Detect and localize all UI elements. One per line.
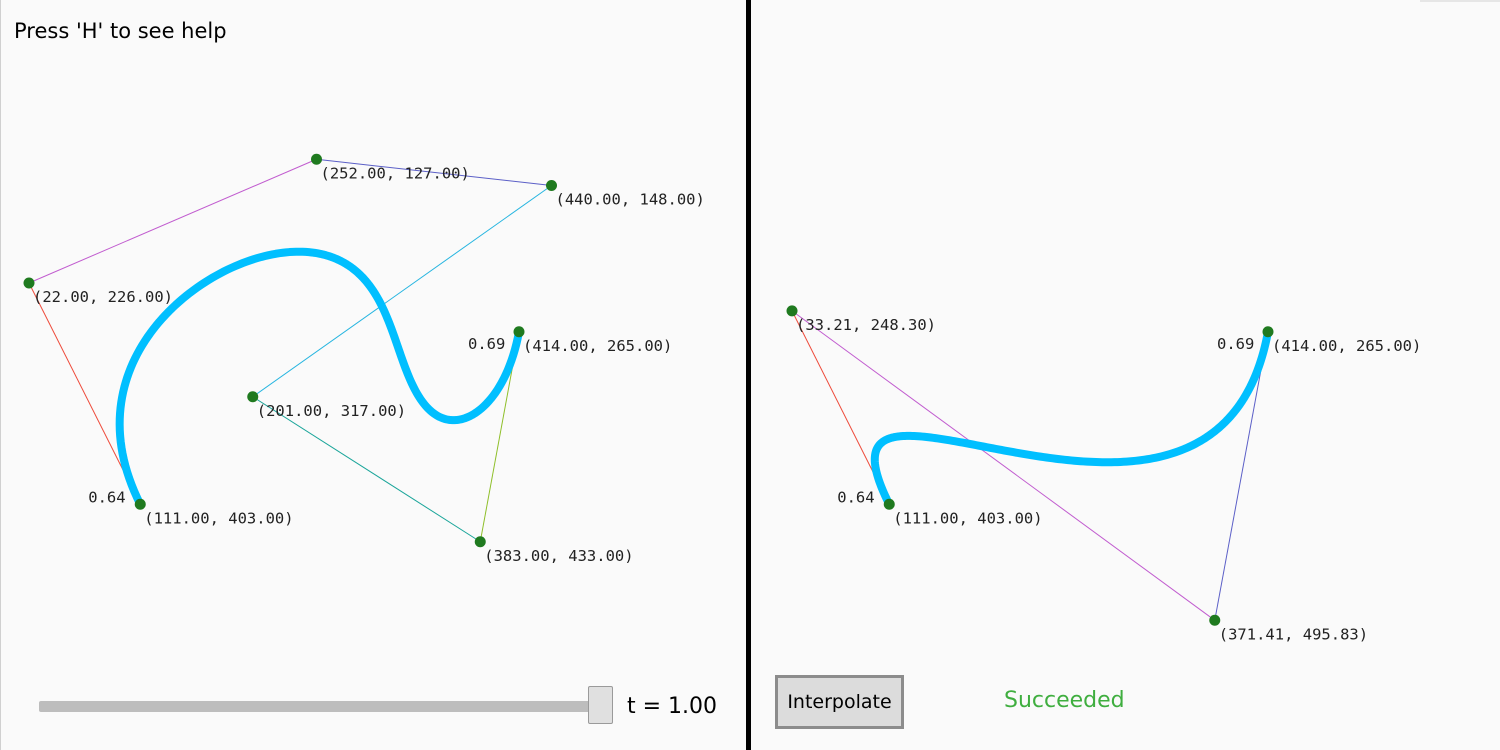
- left-bezier-canvas[interactable]: (111.00, 403.00) (22.00, 226.00) (252.00, …: [1, 0, 747, 680]
- control-point-label: (111.00, 403.00): [893, 509, 1042, 527]
- control-point-label: (111.00, 403.00): [144, 509, 293, 527]
- t-slider-handle[interactable]: [588, 686, 613, 724]
- control-point-4[interactable]: [247, 391, 259, 403]
- control-point-5[interactable]: [474, 536, 486, 548]
- control-point-2[interactable]: [1209, 614, 1221, 626]
- control-point-label: (22.00, 226.00): [33, 288, 173, 306]
- control-point-1[interactable]: [23, 277, 35, 289]
- control-point-label: (440.00, 148.00): [556, 191, 705, 209]
- control-point-2[interactable]: [311, 153, 322, 165]
- control-point-label: (383.00, 433.00): [484, 547, 633, 565]
- start-param-label: 0.64: [88, 488, 125, 506]
- panel-divider: [746, 0, 751, 750]
- control-point-3[interactable]: [1262, 326, 1274, 338]
- t-value-label: t = 1.00: [627, 694, 718, 719]
- start-param-label: 0.64: [837, 488, 874, 506]
- left-canvas-panel[interactable]: Press 'H' to see help (111.00, 403.00) (2…: [0, 0, 747, 750]
- segment-teal: [252, 396, 481, 543]
- control-point-label: (414.00, 265.00): [523, 337, 672, 355]
- status-text: Succeeded: [1004, 688, 1125, 713]
- bezier-curve: [870, 327, 1272, 509]
- control-point-label: (201.00, 317.00): [257, 402, 406, 420]
- end-param-label: 0.69: [468, 335, 505, 353]
- segment-purple: [791, 310, 1216, 621]
- segment-blue: [316, 158, 552, 186]
- help-hint: Press 'H' to see help: [14, 19, 227, 43]
- control-point-0[interactable]: [883, 498, 895, 510]
- control-point-1[interactable]: [786, 305, 798, 317]
- segment-cyan: [252, 185, 552, 398]
- control-point-0[interactable]: [134, 498, 146, 510]
- bezier-curve: [115, 247, 523, 509]
- segment-purple: [28, 158, 317, 284]
- control-point-label: (414.00, 265.00): [1272, 337, 1421, 355]
- t-slider-track[interactable]: [39, 701, 599, 712]
- right-bezier-canvas[interactable]: (111.00, 403.00) (33.21, 248.30) (371.41, …: [751, 0, 1500, 670]
- right-canvas-panel[interactable]: (111.00, 403.00) (33.21, 248.30) (371.41, …: [751, 0, 1500, 750]
- end-param-label: 0.69: [1217, 335, 1254, 353]
- window-edge: [1420, 0, 1500, 2]
- interpolate-button[interactable]: Interpolate: [775, 675, 904, 729]
- control-point-6[interactable]: [513, 326, 525, 338]
- control-point-label: (371.41, 495.83): [1219, 625, 1368, 643]
- control-point-label: (252.00, 127.00): [321, 164, 470, 182]
- control-point-3[interactable]: [546, 180, 557, 191]
- segment-blue: [1214, 331, 1269, 621]
- control-point-label: (33.21, 248.30): [796, 316, 936, 334]
